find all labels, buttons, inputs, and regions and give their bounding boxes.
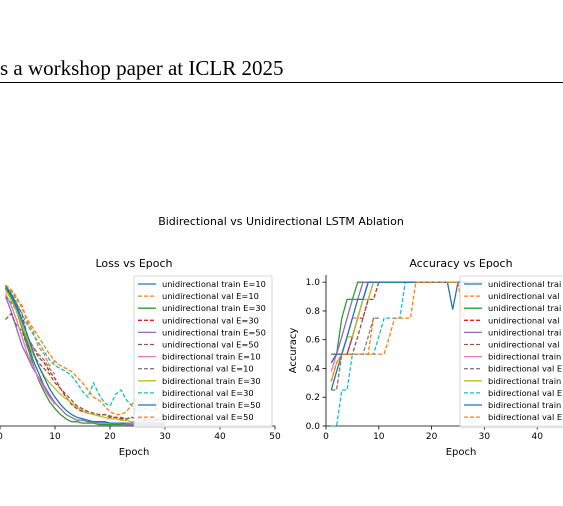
legend-label: unidirectional train E=10 [162, 279, 266, 289]
legend-label: bidirectional val E=10 [162, 364, 254, 374]
legend-frame [133, 275, 273, 428]
legend: unidirectional train E=10 unidirectional … [133, 275, 273, 428]
x-tick-label: 30 [479, 432, 491, 442]
legend-label: bidirectional train [488, 376, 561, 386]
y-tick-label: 0.4 [306, 364, 321, 374]
x-tick-label: 30 [159, 432, 171, 442]
subplot-title: Loss vs Epoch [95, 257, 172, 270]
legend-label: unidirectional trai [488, 279, 561, 289]
x-axis-label: Epoch [119, 447, 150, 458]
loss-subplot: Loss vs Epoch 0 10 20 30 40 50 Epoch unidirectio… [0, 257, 281, 458]
legend-label: bidirectional val E [488, 412, 562, 422]
figure-suptitle: Bidirectional vs Unidirectional LSTM Abl… [158, 215, 404, 228]
legend-label: bidirectional val E [488, 388, 562, 398]
page-header: s a workshop paper at ICLR 2025 [0, 56, 284, 80]
legend-label: bidirectional train E=30 [162, 376, 261, 386]
y-tick-label: 0.6 [306, 336, 321, 346]
x-tick-label: 10 [373, 432, 385, 442]
series-line [330, 281, 485, 364]
legend: unidirectional trai unidirectional val uni… [459, 275, 563, 428]
legend-label: bidirectional val E=50 [162, 412, 254, 422]
legend-frame [459, 275, 563, 428]
y-axis-label: Accuracy [288, 328, 299, 374]
x-tick-label: 40 [531, 432, 543, 442]
series-lines [330, 281, 485, 427]
x-tick-label: 20 [426, 432, 438, 442]
legend-label: bidirectional train E=10 [162, 352, 261, 362]
x-tick-label: 0 [323, 432, 329, 442]
x-axis-label: Epoch [446, 447, 477, 458]
legend-label: bidirectional train E=50 [162, 400, 261, 410]
legend-label: unidirectional val E=30 [162, 315, 259, 325]
legend-label: unidirectional val [488, 315, 560, 325]
legend-label: unidirectional trai [488, 327, 561, 337]
series-line [330, 281, 485, 382]
legend-label: unidirectional train E=50 [162, 327, 266, 337]
series-line [4, 293, 56, 405]
x-tick-label: 10 [49, 432, 61, 442]
x-tick-label: 50 [269, 432, 281, 442]
y-tick-label: 0.8 [306, 307, 321, 317]
legend-label: unidirectional val E=50 [162, 340, 259, 350]
legend-label: bidirectional val E=30 [162, 388, 254, 398]
legend-label: unidirectional val [488, 340, 560, 350]
x-tick-label: 20 [104, 432, 116, 442]
legend-label: bidirectional train [488, 352, 561, 362]
y-tick-label: 0.2 [306, 393, 320, 403]
y-tick-label: 0.0 [306, 422, 321, 432]
subplot-title: Accuracy vs Epoch [409, 257, 512, 270]
y-tick-label: 1.0 [306, 278, 321, 288]
legend-label: bidirectional train [488, 400, 561, 410]
legend-label: unidirectional val [488, 291, 560, 301]
x-tick-label: 0 [0, 432, 3, 442]
series-line [5, 288, 56, 367]
x-tick-label: 40 [214, 432, 226, 442]
legend-label: unidirectional val E=10 [162, 291, 259, 301]
legend-label: unidirectional train E=30 [162, 303, 266, 313]
legend-label: bidirectional val E [488, 364, 562, 374]
accuracy-subplot: Accuracy vs Epoch 0 10 20 30 40 Epoch 0.0 0.2 0.4… [288, 257, 563, 458]
header-rule [0, 82, 563, 83]
legend-label: unidirectional trai [488, 303, 561, 313]
